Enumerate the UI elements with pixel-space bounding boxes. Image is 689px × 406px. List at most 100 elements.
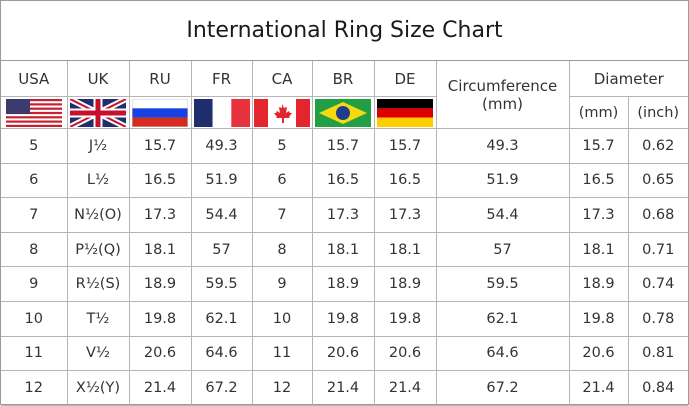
header-uk: UK	[66, 61, 130, 97]
header-diameter-mm: (mm)	[568, 96, 629, 129]
cell-br: 15.7	[311, 128, 375, 164]
cell-br: 16.5	[311, 162, 375, 199]
cell-fr: 59.5	[190, 266, 253, 302]
cell-ru: 16.5	[128, 162, 192, 199]
cell-br: 18.1	[311, 231, 375, 268]
cell-circumference: 57	[435, 231, 570, 268]
cell-ca: 9	[251, 266, 313, 302]
cell-usa: 6	[1, 162, 68, 199]
cell-diameter-inch: 0.68	[627, 197, 688, 233]
cell-uk: T½	[66, 300, 130, 337]
cell-ca: 11	[251, 335, 313, 372]
cell-ca: 5	[251, 128, 313, 164]
cell-usa: 12	[1, 370, 68, 406]
header-diameter-inch: (inch)	[627, 96, 688, 129]
cell-diameter-mm: 19.8	[568, 300, 629, 337]
cell-de: 18.1	[373, 231, 437, 268]
cell-fr: 49.3	[190, 128, 253, 164]
header-de: DE	[373, 61, 437, 97]
cell-br: 18.9	[311, 266, 375, 302]
cell-fr: 64.6	[190, 335, 253, 372]
cell-usa: 5	[1, 128, 68, 164]
circumference-label: Circumference	[447, 76, 558, 95]
cell-uk: X½(Y)	[66, 370, 130, 406]
cell-uk: J½	[66, 128, 130, 164]
cell-diameter-inch: 0.65	[627, 162, 688, 199]
cell-ca: 12	[251, 370, 313, 406]
cell-diameter-inch: 0.81	[627, 335, 688, 372]
cell-ru: 19.8	[128, 300, 192, 337]
cell-de: 20.6	[373, 335, 437, 372]
header-fr: FR	[190, 61, 253, 97]
cell-uk: L½	[66, 162, 130, 199]
cell-ru: 21.4	[128, 370, 192, 406]
france-flag-icon	[190, 96, 253, 129]
cell-fr: 62.1	[190, 300, 253, 337]
size-table: USA UK RU FR CA BR DE Circumference (mm) …	[1, 61, 688, 406]
cell-diameter-mm: 21.4	[568, 370, 629, 406]
cell-diameter-mm: 16.5	[568, 162, 629, 199]
cell-br: 19.8	[311, 300, 375, 337]
cell-de: 15.7	[373, 128, 437, 164]
cell-uk: V½	[66, 335, 130, 372]
header-circumference: Circumference (mm)	[435, 61, 570, 129]
cell-de: 16.5	[373, 162, 437, 199]
cell-diameter-mm: 18.1	[568, 231, 629, 268]
cell-diameter-mm: 17.3	[568, 197, 629, 233]
cell-de: 17.3	[373, 197, 437, 233]
cell-diameter-inch: 0.62	[627, 128, 688, 164]
header-ca: CA	[251, 61, 313, 97]
cell-diameter-inch: 0.84	[627, 370, 688, 406]
uk-flag-icon	[66, 96, 130, 129]
table-row: 10 T½ 19.8 62.1 10 19.8 19.8 62.1 19.8 0.78	[1, 300, 688, 337]
cell-ca: 8	[251, 231, 313, 268]
cell-usa: 10	[1, 300, 68, 337]
cell-de: 18.9	[373, 266, 437, 302]
cell-usa: 7	[1, 197, 68, 233]
table-row: 9 R½(S) 18.9 59.5 9 18.9 18.9 59.5 18.9 0.74	[1, 266, 688, 302]
cell-diameter-inch: 0.74	[627, 266, 688, 302]
cell-br: 21.4	[311, 370, 375, 406]
cell-ca: 6	[251, 162, 313, 199]
cell-de: 21.4	[373, 370, 437, 406]
germany-flag-icon	[373, 96, 437, 129]
header-diameter: Diameter	[568, 61, 688, 97]
cell-usa: 8	[1, 231, 68, 268]
cell-fr: 54.4	[190, 197, 253, 233]
table-row: 11 V½ 20.6 64.6 11 20.6 20.6 64.6 20.6 0.81	[1, 335, 688, 372]
russia-flag-icon	[128, 96, 192, 129]
header-br: BR	[311, 61, 375, 97]
cell-circumference: 54.4	[435, 197, 570, 233]
cell-br: 20.6	[311, 335, 375, 372]
cell-diameter-inch: 0.71	[627, 231, 688, 268]
cell-fr: 51.9	[190, 162, 253, 199]
cell-diameter-inch: 0.78	[627, 300, 688, 337]
cell-ru: 15.7	[128, 128, 192, 164]
cell-uk: R½(S)	[66, 266, 130, 302]
cell-ca: 10	[251, 300, 313, 337]
cell-ru: 20.6	[128, 335, 192, 372]
cell-usa: 11	[1, 335, 68, 372]
cell-circumference: 64.6	[435, 335, 570, 372]
table-row: 5 J½ 15.7 49.3 5 15.7 15.7 49.3 15.7 0.62	[1, 128, 688, 164]
chart-title: International Ring Size Chart	[1, 1, 688, 61]
table-row: 8 P½(Q) 18.1 57 8 18.1 18.1 57 18.1 0.71	[1, 231, 688, 268]
cell-fr: 67.2	[190, 370, 253, 406]
brazil-flag-icon	[311, 96, 375, 129]
cell-circumference: 67.2	[435, 370, 570, 406]
cell-diameter-mm: 15.7	[568, 128, 629, 164]
cell-circumference: 49.3	[435, 128, 570, 164]
cell-ru: 17.3	[128, 197, 192, 233]
cell-fr: 57	[190, 231, 253, 268]
us-flag-icon	[1, 96, 68, 129]
cell-ru: 18.9	[128, 266, 192, 302]
cell-uk: N½(O)	[66, 197, 130, 233]
cell-circumference: 51.9	[435, 162, 570, 199]
cell-de: 19.8	[373, 300, 437, 337]
cell-diameter-mm: 18.9	[568, 266, 629, 302]
header-ru: RU	[128, 61, 192, 97]
cell-ca: 7	[251, 197, 313, 233]
cell-ru: 18.1	[128, 231, 192, 268]
cell-uk: P½(Q)	[66, 231, 130, 268]
